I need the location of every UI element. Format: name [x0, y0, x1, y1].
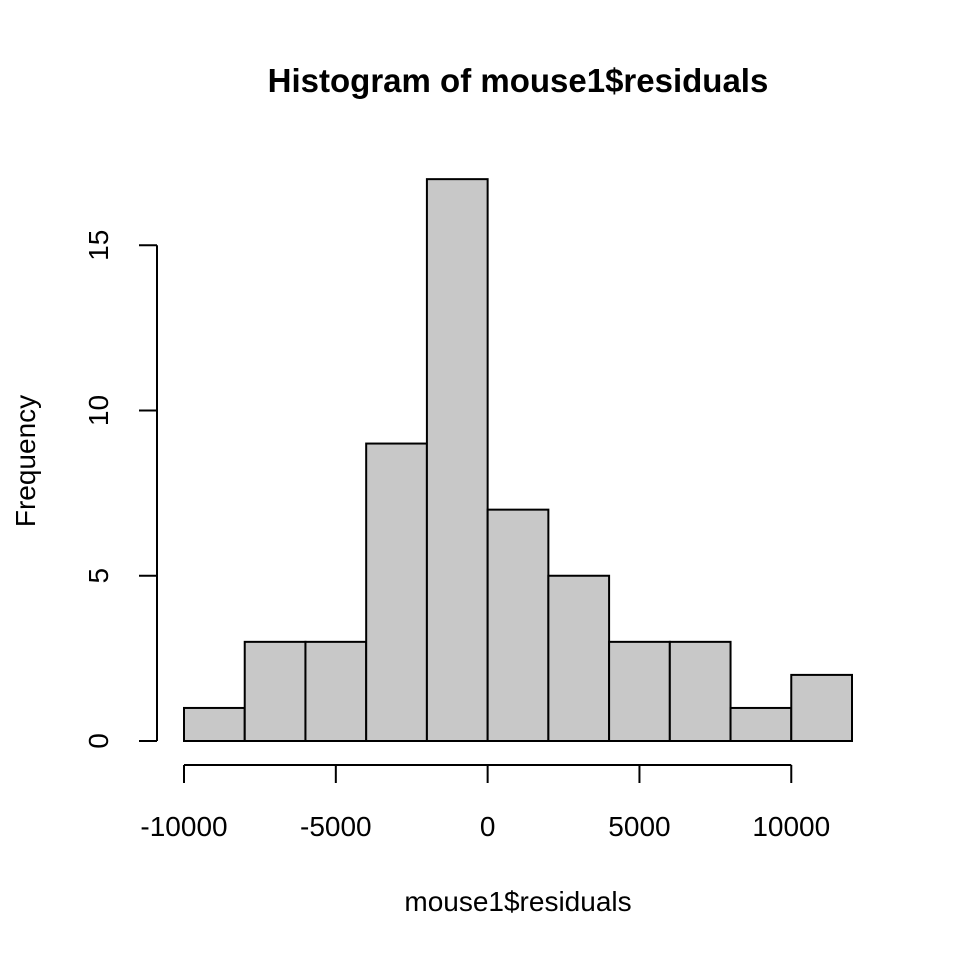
x-tick-label: 0	[480, 811, 496, 842]
x-tick-label: 5000	[608, 811, 670, 842]
x-axis-label: mouse1$residuals	[404, 886, 631, 917]
x-tick-label: 10000	[752, 811, 830, 842]
y-tick-label: 15	[83, 230, 114, 261]
histogram-bar-1	[243, 640, 307, 742]
bars-group	[183, 178, 853, 743]
histogram-bar-0	[183, 706, 246, 743]
y-tick-label: 0	[83, 733, 114, 749]
histogram-bar-5	[486, 508, 550, 742]
x-tick-label: -10000	[140, 811, 227, 842]
y-tick-label: 5	[83, 568, 114, 584]
histogram-bar-2	[304, 640, 368, 742]
x-tick-label: -5000	[300, 811, 372, 842]
histogram-bar-10	[790, 673, 853, 743]
y-axis-label: Frequency	[10, 395, 41, 527]
histogram-bar-6	[547, 574, 611, 742]
histogram-bar-3	[365, 442, 428, 742]
histogram-bar-7	[608, 640, 671, 742]
histogram-bar-8	[668, 640, 732, 742]
x-axis: -10000 -5000 0 5000 10000	[140, 764, 830, 842]
y-axis: 0 5 10 15	[83, 230, 158, 749]
y-tick-label: 10	[83, 395, 114, 426]
histogram-bar-4	[425, 178, 489, 742]
chart-title: Histogram of mouse1$residuals	[268, 62, 769, 99]
histogram-bar-9	[729, 706, 793, 743]
